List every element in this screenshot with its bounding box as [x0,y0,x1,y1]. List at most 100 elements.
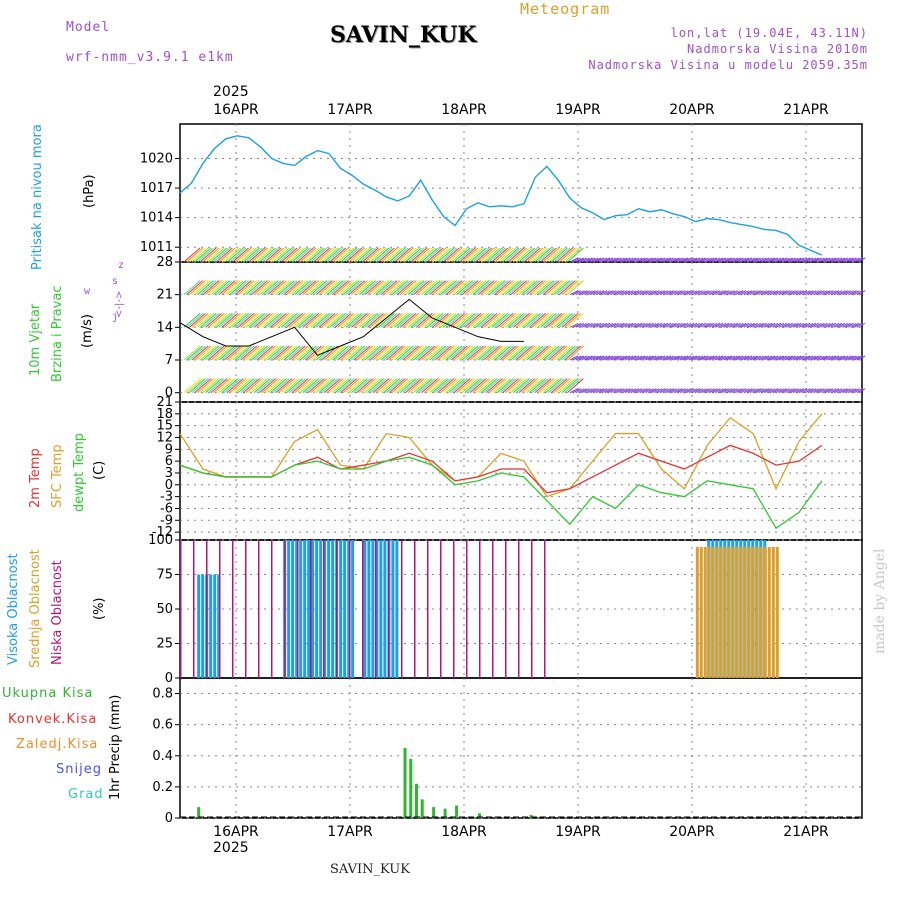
wind-barb [662,257,672,263]
wind-barb [437,312,455,328]
wind-barb [613,322,622,328]
wind-barb [253,378,271,394]
wind-barb [450,247,468,263]
wind-barb [752,290,761,296]
wind-barb [766,388,776,394]
wind-barb [405,312,422,328]
wind-barb [288,247,306,263]
wind-barb [550,312,568,328]
wind-barb [856,355,866,361]
wind-barb [819,290,828,296]
wind-barb [307,312,325,328]
wind-barb [688,355,698,361]
wind-barb [839,355,848,361]
wind-barb [315,378,333,394]
wind-barb [755,388,764,394]
wind-barb [804,355,814,361]
wind-barb [418,247,436,263]
cloud-bar [763,546,767,678]
wind-barb [781,355,790,361]
wind-barb [578,257,587,263]
wind-barb [758,290,767,296]
wind-barb [391,378,409,394]
wind-barb [378,247,395,263]
wind-barb [584,322,593,328]
wind-barb [592,355,602,361]
wind-barb [639,290,648,296]
wind-barb [394,345,411,361]
wind-barb [270,280,287,296]
wind-barb [218,247,236,263]
wind-barb [816,290,825,296]
wind-barb [755,322,764,328]
wind-barb [315,247,333,263]
wind-barb [553,247,571,263]
wind-barb [305,312,322,328]
wind-barb [356,345,374,361]
wind-barb [423,378,441,394]
wind-barb [405,378,422,394]
dewpt-line [179,456,823,530]
cloud-bar [379,540,383,678]
model-elevation-label: Nadmorska Visina u modelu 2059.35m [588,58,868,72]
wind-barb [677,355,686,361]
wind-barb [197,312,214,328]
wind-barb [359,280,376,296]
wind-barb [726,257,735,263]
cloud-bar [299,540,303,678]
wind-barb [475,345,492,361]
wind-barb [706,355,715,361]
wind-barb [226,312,244,328]
wind-barb [584,355,593,361]
wind-barb [798,355,808,361]
wind-barb [405,280,422,296]
wind-barb [515,247,533,263]
wind-barb [703,322,712,328]
wind-barb [595,355,605,361]
wind-barb [356,378,374,394]
wind-barb [842,388,851,394]
wind-barb [839,257,848,263]
wind-barb [548,280,565,296]
wind-barb [740,257,750,263]
wind-barb [824,388,834,394]
wind-barb [299,247,317,263]
x-tick-top: 18APR [441,102,487,118]
wind-barb [318,378,336,394]
wind-barb [405,247,422,263]
wind-barb [548,247,565,263]
wind-barb [310,378,328,394]
wind-barb [726,322,735,328]
wind-barb [513,247,530,263]
wind-barb [822,290,831,296]
wind-barb [234,378,252,394]
wind-barb [711,388,721,394]
wind-barb [761,322,770,328]
wind-barb [248,280,266,296]
wind-barb [488,280,506,296]
cloud-bar [775,546,779,678]
wind-barb [348,280,366,296]
wind-barb [194,312,212,328]
wind-barb [677,257,686,263]
lonlat-label: lon,lat (19.04E, 43.11N) [670,26,868,40]
wind-barb [598,322,608,328]
wind-barb [598,388,608,394]
wind-barb [856,322,866,328]
wind-barb [367,247,384,263]
pressure-ytick-label: 1020 [140,152,173,167]
wind-barb [650,355,660,361]
wind-barb [248,345,266,361]
wind-barb [461,312,479,328]
wind-barb [469,247,487,263]
wind-barb [581,355,590,361]
wind-barb [234,280,252,296]
wind-barb [326,312,344,328]
temp-ytick-label: 15 [156,419,173,434]
wind-barb [448,312,465,328]
wind-barb [601,322,611,328]
wind-barb [619,355,628,361]
wind-barb [213,247,231,263]
wind-barb [342,312,360,328]
wind-barb [636,257,645,263]
